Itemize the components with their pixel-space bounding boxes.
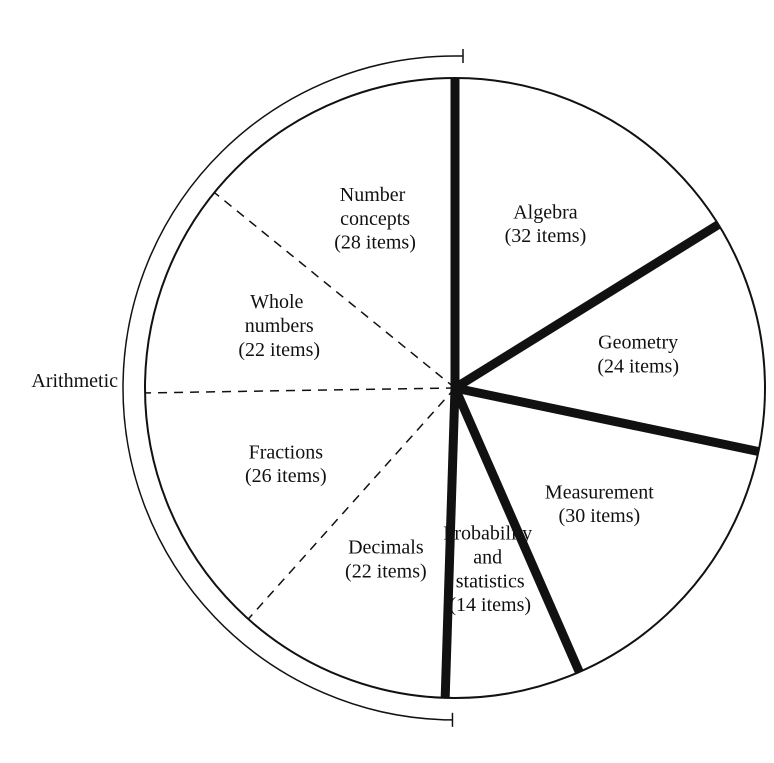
slice-divider [454, 383, 760, 456]
value-label: (22 items) [345, 560, 427, 582]
slice-label: Whole numbers [245, 291, 314, 337]
value-label: (32 items) [505, 225, 587, 247]
label-line: concepts [340, 208, 410, 230]
value-label: (14 items) [449, 594, 531, 616]
slice-divider [450, 386, 584, 674]
slice-divider [213, 191, 456, 389]
label-line: statistics [456, 570, 525, 592]
slice [214, 78, 455, 388]
value-label: (30 items) [559, 505, 641, 527]
slice-divider [247, 387, 456, 620]
slice-label: Decimals [348, 536, 424, 558]
label-line: Algebra [513, 201, 578, 223]
slice [248, 388, 455, 698]
label-line: Number [340, 184, 411, 206]
slice [445, 388, 580, 698]
slice [455, 224, 765, 452]
slice [145, 192, 455, 393]
label-line: Geometry [598, 331, 678, 353]
group-label: Arithmetic [31, 370, 118, 392]
slice [145, 388, 456, 620]
label-line: numbers [245, 315, 314, 337]
slice-label: Probability and statistics [443, 522, 537, 592]
label-line: Measurement [545, 481, 654, 503]
label-line: Fractions [249, 441, 324, 463]
slice-divider [440, 387, 460, 698]
label-line: Probability [443, 522, 537, 544]
label-line: Whole [250, 291, 308, 313]
slice-label: Geometry [598, 331, 678, 353]
slice-label: Algebra [513, 201, 578, 223]
slice-label: Number concepts [340, 184, 411, 230]
slice-label: Fractions [249, 441, 324, 463]
value-label: (28 items) [334, 232, 416, 254]
slice [455, 388, 759, 672]
value-label: (22 items) [238, 339, 320, 361]
slice-divider [145, 387, 456, 394]
value-label: (24 items) [597, 355, 679, 377]
slice [455, 78, 719, 388]
label-line: Decimals [348, 536, 424, 558]
value-label: (26 items) [245, 465, 327, 487]
label-line: and [473, 546, 507, 568]
slice-label: Measurement [545, 481, 654, 503]
group-bracket [122, 55, 463, 721]
slice-divider [452, 220, 721, 392]
